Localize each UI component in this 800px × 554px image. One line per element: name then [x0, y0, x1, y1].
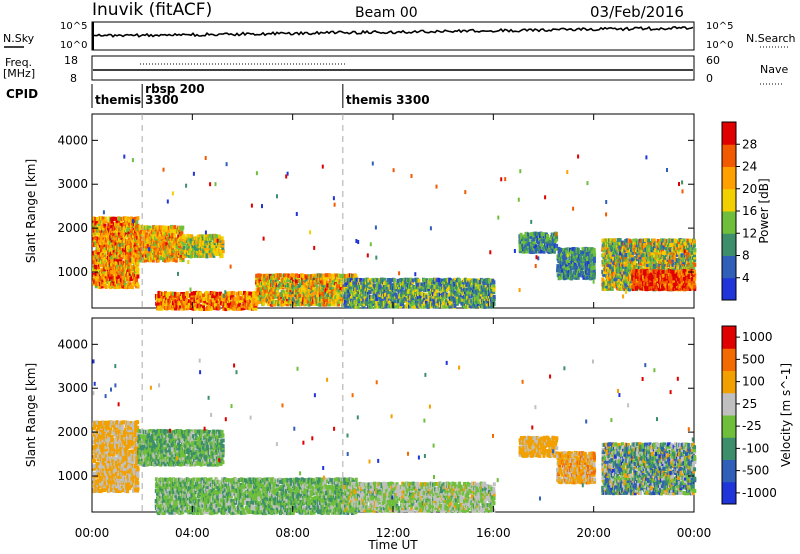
nsearch-label: N.Search: [746, 32, 796, 45]
heatmap-cell: [221, 240, 224, 244]
heatmap-cell: [136, 216, 139, 220]
heatmap-cell: [438, 278, 441, 282]
freq-tick-top: 18: [64, 54, 78, 67]
heatmap-cell: [221, 236, 224, 240]
nave-tick-top: 60: [706, 54, 720, 67]
freq-tick-bottom: 8: [70, 72, 77, 85]
freq-panel: [92, 56, 694, 80]
heatmap-cell: [181, 226, 184, 230]
noise-trace: [93, 22, 693, 50]
heatmap-cell: [136, 275, 139, 279]
cpid-segment-label: themis: [95, 93, 141, 107]
heatmap-cell: [613, 238, 616, 242]
cpid-segment-label-2: 3300: [145, 93, 178, 107]
heatmap-cell: [629, 239, 632, 243]
beam-title: Beam 00: [355, 5, 418, 21]
heatmap-cell: [593, 248, 596, 252]
nsky-trace: [93, 27, 693, 37]
nsearch-tick-bottom: 10^0: [706, 40, 733, 51]
heatmap-cell: [262, 302, 265, 306]
heatmap-cell: [167, 292, 170, 296]
heatmap-cell: [393, 278, 396, 282]
heatmap-cell: [136, 282, 139, 286]
nave-label: Nave: [760, 63, 788, 76]
heatmap-cell: [601, 277, 604, 281]
nsearch-tick-top: 10^5: [706, 21, 733, 32]
heatmap-cell: [218, 306, 221, 310]
heatmap-cell: [295, 279, 298, 283]
heatmap-cell: [493, 295, 496, 299]
power-heatmap: [92, 114, 696, 311]
heatmap-cell: [418, 279, 421, 283]
cpid-label: CPID: [6, 87, 38, 101]
heatmap-cell: [354, 274, 357, 278]
nsky-tick-bottom: 10^0: [60, 40, 87, 51]
date-title: 03/Feb/2016: [590, 3, 684, 21]
heatmap-cell: [593, 266, 596, 270]
heatmap-cell: [325, 277, 328, 281]
freq-unit: [MHz]: [3, 67, 35, 80]
cpid-segment-label: themis 3300: [346, 93, 430, 107]
heatmap-cell: [105, 285, 108, 289]
nsky-tick-top: 10^5: [60, 21, 87, 32]
heatmap-cell: [173, 225, 176, 229]
heatmap-cell: [492, 280, 495, 284]
heatmap-cell: [137, 268, 140, 272]
noise-panel: [92, 22, 694, 50]
nsky-label: N.Sky: [3, 32, 35, 45]
heatmap-cell: [233, 291, 236, 295]
nave-tick-bottom: 0: [706, 72, 713, 85]
station-title: Inuvik (fitACF): [92, 0, 212, 20]
heatmap-cell: [105, 217, 108, 221]
